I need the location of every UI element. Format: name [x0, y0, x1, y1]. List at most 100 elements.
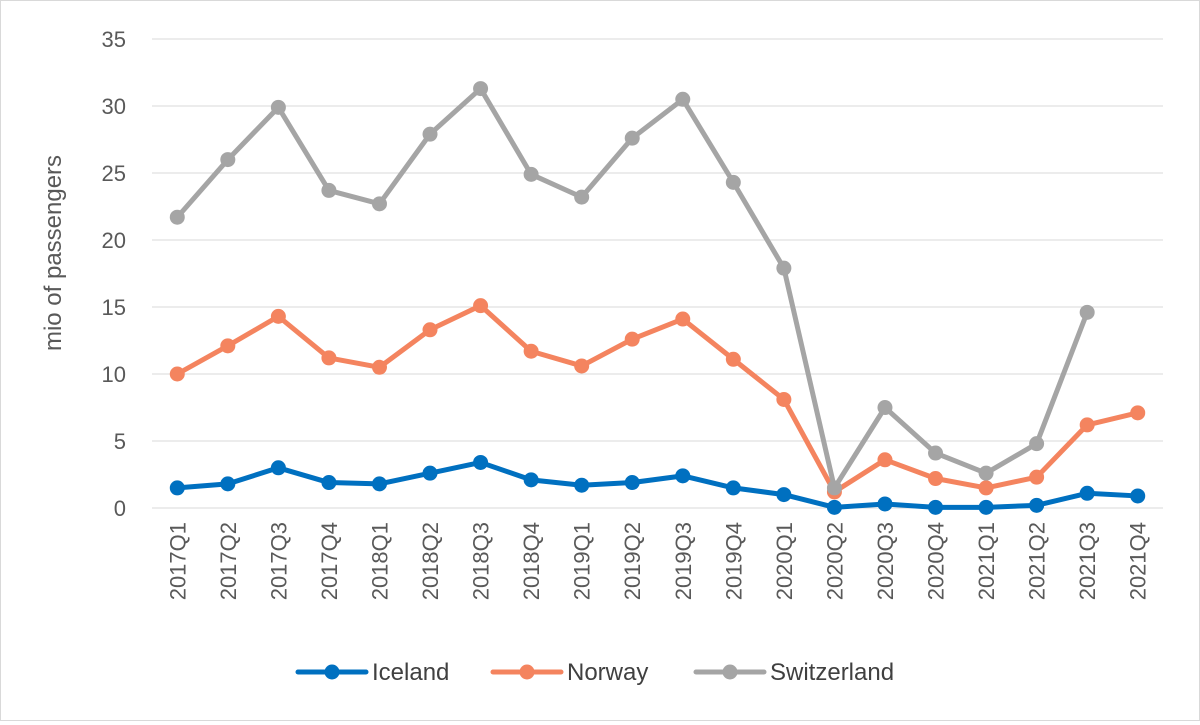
data-point-norway [776, 391, 792, 407]
data-point-norway [877, 452, 893, 468]
data-point-norway [1130, 405, 1146, 421]
x-tick-label: 2021Q3 [1075, 522, 1100, 600]
data-point-iceland [624, 475, 640, 491]
x-axis-ticks: 2017Q1 2017Q2 2017Q3 2017Q4 2018Q1 2018Q2 2018… [165, 522, 1150, 600]
x-tick-label: 2017Q4 [317, 522, 342, 600]
data-point-switzerland [978, 465, 994, 481]
y-axis-ticks: 0 5 10 15 20 25 30 35 [102, 27, 126, 521]
x-tick-label: 2020Q2 [822, 522, 847, 600]
data-point-iceland [1079, 485, 1095, 501]
gridlines [152, 38, 1163, 509]
data-point-switzerland [169, 209, 185, 225]
y-tick-label: 25 [102, 161, 126, 186]
data-point-iceland [928, 499, 944, 515]
x-tick-label: 2019Q1 [570, 522, 595, 600]
data-point-switzerland [776, 260, 792, 276]
series-line-norway [174, 303, 1141, 495]
data-point-iceland [169, 480, 185, 496]
x-tick-label: 2019Q3 [671, 522, 696, 600]
x-tick-label: 2021Q1 [974, 522, 999, 600]
data-point-norway [725, 351, 741, 367]
y-tick-label: 20 [102, 228, 126, 253]
data-point-iceland [675, 468, 691, 484]
x-tick-label: 2019Q4 [721, 522, 746, 600]
data-point-norway [422, 322, 438, 338]
y-tick-label: 5 [114, 429, 126, 454]
series-line-iceland [174, 459, 1141, 510]
y-tick-label: 10 [102, 362, 126, 387]
data-point-switzerland [725, 174, 741, 190]
data-point-norway [1029, 469, 1045, 485]
legend-label: Norway [567, 659, 648, 686]
data-point-norway [523, 343, 539, 359]
legend-item-norway: Norway [490, 659, 648, 686]
data-point-iceland [574, 477, 590, 493]
x-tick-label: 2020Q3 [873, 522, 898, 600]
data-point-switzerland [220, 152, 236, 168]
data-point-norway [978, 480, 994, 496]
data-point-switzerland [422, 126, 438, 142]
data-point-norway [1079, 417, 1095, 433]
x-tick-label: 2018Q4 [519, 522, 544, 600]
data-point-switzerland [928, 445, 944, 461]
x-tick-label: 2019Q2 [620, 522, 645, 600]
data-point-switzerland [574, 189, 590, 205]
data-point-iceland [321, 475, 337, 491]
series-lines [169, 81, 1146, 515]
data-point-iceland [826, 499, 842, 515]
data-point-iceland [473, 454, 489, 470]
legend: Iceland Norway Switzerland [295, 659, 894, 686]
series-norway [169, 298, 1146, 500]
data-point-switzerland [371, 196, 387, 212]
data-point-iceland [1130, 488, 1146, 504]
data-point-switzerland [270, 99, 286, 115]
data-point-switzerland [473, 81, 489, 97]
x-tick-label: 2018Q3 [469, 522, 494, 600]
data-point-switzerland [321, 182, 337, 198]
x-tick-label: 2021Q2 [1025, 522, 1050, 600]
x-tick-label: 2017Q2 [216, 522, 241, 600]
legend-marker [519, 664, 535, 680]
x-tick-label: 2017Q3 [266, 522, 291, 600]
legend-marker [324, 664, 340, 680]
data-point-switzerland [1079, 304, 1095, 320]
x-tick-label: 2018Q2 [418, 522, 443, 600]
legend-item-switzerland: Switzerland [693, 659, 894, 686]
data-point-iceland [220, 476, 236, 492]
data-point-iceland [270, 460, 286, 476]
series-iceland [169, 454, 1146, 515]
data-point-iceland [371, 476, 387, 492]
x-tick-label: 2020Q4 [924, 522, 949, 600]
data-point-switzerland [877, 400, 893, 415]
x-tick-label: 2021Q4 [1126, 522, 1151, 600]
legend-label: Switzerland [770, 659, 894, 686]
data-point-iceland [725, 480, 741, 496]
data-point-norway [220, 338, 236, 354]
data-point-switzerland [624, 130, 640, 146]
data-point-norway [675, 311, 691, 327]
y-axis-label: mio of passengers [40, 155, 67, 351]
series-line-switzerland [174, 86, 1090, 491]
data-point-norway [169, 366, 185, 382]
data-point-norway [574, 358, 590, 374]
data-point-iceland [422, 465, 438, 481]
series-switzerland [169, 81, 1095, 496]
data-point-iceland [877, 496, 893, 512]
data-point-norway [624, 331, 640, 347]
y-tick-label: 30 [102, 94, 126, 119]
data-point-norway [928, 471, 944, 487]
data-point-norway [473, 298, 489, 314]
data-point-iceland [978, 499, 994, 515]
data-point-switzerland [1029, 436, 1045, 452]
legend-marker [722, 664, 738, 680]
y-tick-label: 0 [114, 496, 126, 521]
data-point-norway [321, 350, 337, 366]
data-point-switzerland [826, 480, 842, 496]
data-point-iceland [523, 472, 539, 488]
data-point-norway [371, 359, 387, 375]
data-point-norway [270, 308, 286, 324]
legend-label: Iceland [372, 659, 449, 686]
data-point-switzerland [523, 166, 539, 182]
